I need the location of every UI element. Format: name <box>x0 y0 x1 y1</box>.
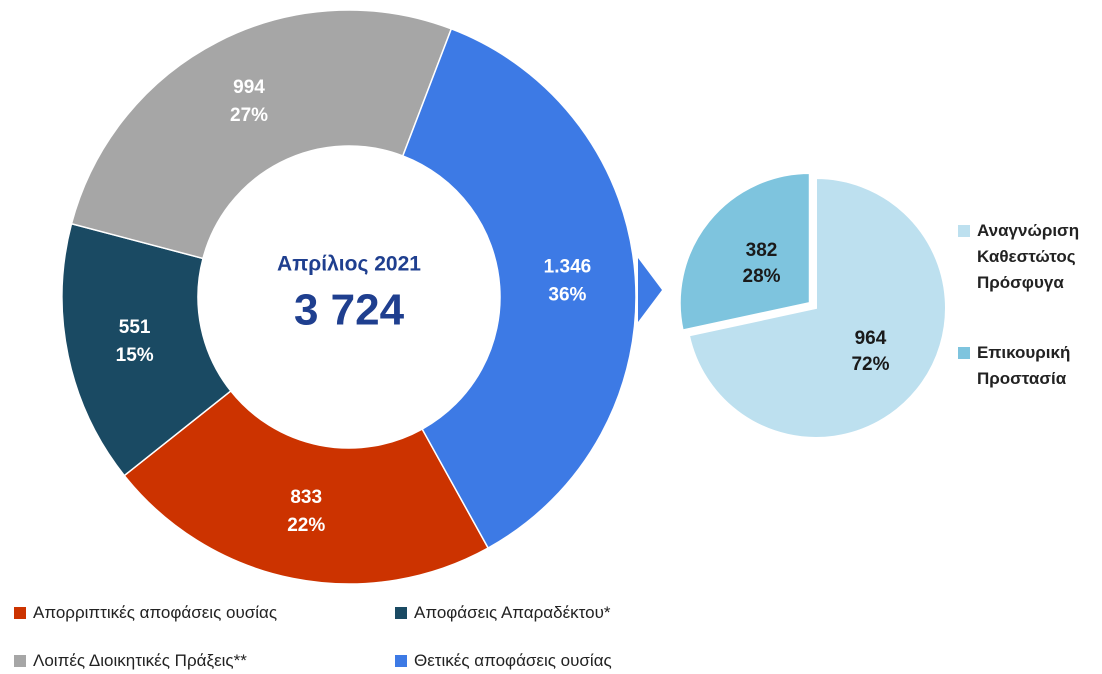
value-label: 964 <box>855 328 887 349</box>
center-value: 3 724 <box>294 286 405 335</box>
legend-swatch <box>395 607 407 619</box>
percent-label: 22% <box>287 515 325 536</box>
center-title: Απρίλιος 2021 <box>277 253 421 276</box>
legend-label: Απορριπτικές αποφάσεις ουσίας <box>33 603 278 622</box>
legend-swatch <box>958 225 970 237</box>
percent-label: 72% <box>851 354 889 375</box>
percent-label: 28% <box>743 266 781 287</box>
value-label: 551 <box>119 317 151 338</box>
legend-label: Θετικές αποφάσεις ουσίας <box>414 651 612 670</box>
legend-label: Λοιπές Διοικητικές Πράξεις** <box>33 651 247 670</box>
donut-segment <box>123 389 490 585</box>
percent-label: 15% <box>116 345 154 366</box>
legend-label: Αναγνώριση Καθεστώτος Πρόσφυγα <box>977 221 1080 292</box>
legend-item: Απορριπτικές αποφάσεις ουσίας <box>14 603 277 623</box>
legend-item: Αναγνώριση Καθεστώτος Πρόσφυγα <box>958 218 1098 296</box>
legend-item: Λοιπές Διοικητικές Πράξεις** <box>14 651 247 671</box>
donut-segment <box>70 9 453 260</box>
pie-slice <box>678 171 811 332</box>
percent-label: 36% <box>548 285 586 306</box>
value-label: 833 <box>290 487 322 508</box>
pie-slice <box>687 176 947 439</box>
donut-segment <box>61 222 232 477</box>
legend-item: Θετικές αποφάσεις ουσίας <box>395 651 612 671</box>
value-label: 1.346 <box>544 257 592 278</box>
legend-label: Αποφάσεις Απαραδέκτου* <box>414 603 611 622</box>
legend-swatch <box>395 655 407 667</box>
legend-item: Αποφάσεις Απαραδέκτου* <box>395 603 611 623</box>
legend-swatch <box>14 607 26 619</box>
value-label: 382 <box>746 240 778 261</box>
legend-item: Επικουρική Προστασία <box>958 340 1098 392</box>
percent-label: 27% <box>230 105 268 126</box>
legend-label: Επικουρική Προστασία <box>977 343 1071 388</box>
legend-swatch <box>958 347 970 359</box>
legend-swatch <box>14 655 26 667</box>
donut-segment <box>401 27 637 550</box>
connector-arrow <box>638 258 662 322</box>
value-label: 994 <box>233 77 265 98</box>
